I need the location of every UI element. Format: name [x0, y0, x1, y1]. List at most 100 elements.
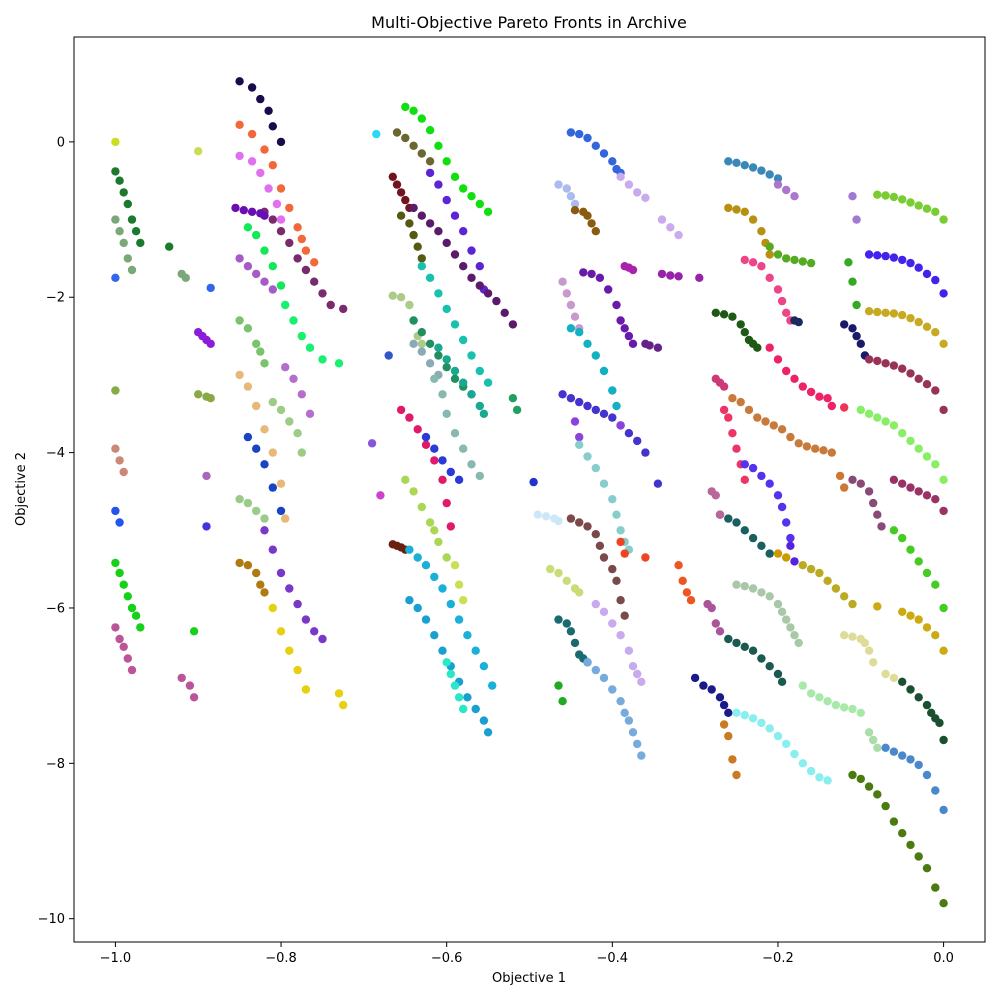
data-point — [235, 77, 244, 86]
data-point — [922, 700, 932, 710]
data-point — [823, 776, 832, 785]
data-point — [612, 300, 621, 310]
data-point — [881, 743, 890, 752]
series-13 — [235, 495, 269, 523]
data-point — [802, 442, 812, 451]
series-9 — [281, 363, 315, 418]
data-point — [206, 339, 215, 348]
data-point — [765, 592, 774, 601]
series-98 — [690, 673, 733, 717]
series-28 — [202, 471, 211, 481]
data-point — [939, 405, 948, 415]
data-point — [243, 382, 253, 391]
data-point — [835, 471, 845, 481]
data-point — [264, 184, 273, 193]
data-point — [690, 673, 700, 683]
data-point — [442, 409, 451, 418]
data-point — [111, 558, 120, 568]
data-point — [339, 304, 348, 314]
data-point — [777, 607, 787, 616]
series-80 — [724, 203, 774, 259]
data-point — [740, 207, 749, 216]
data-point — [724, 157, 733, 166]
data-point — [401, 195, 410, 205]
data-point — [405, 413, 414, 422]
data-point — [111, 444, 120, 453]
data-point — [467, 246, 476, 255]
data-point — [554, 516, 563, 526]
data-point — [268, 262, 277, 271]
data-point — [599, 409, 609, 418]
data-point — [922, 380, 932, 389]
data-point — [442, 658, 451, 667]
data-point — [815, 392, 824, 401]
data-point — [873, 602, 882, 611]
data-point — [459, 596, 468, 605]
data-point — [252, 444, 261, 453]
data-point — [757, 166, 766, 175]
data-point — [467, 460, 476, 469]
data-point — [922, 864, 932, 873]
data-point — [860, 638, 870, 648]
data-point — [583, 401, 592, 411]
data-point — [823, 697, 832, 706]
data-point — [848, 632, 857, 641]
data-point — [562, 576, 571, 585]
data-point — [367, 439, 377, 448]
data-point — [115, 518, 124, 527]
series-56 — [616, 172, 650, 202]
data-point — [591, 463, 600, 473]
data-point — [562, 184, 571, 193]
data-point — [740, 161, 749, 170]
data-point — [243, 432, 253, 442]
data-point — [608, 495, 617, 504]
data-point — [864, 646, 874, 655]
data-point — [293, 254, 302, 263]
data-point — [608, 157, 617, 166]
data-point — [326, 300, 335, 310]
data-point — [773, 180, 783, 189]
data-point — [413, 553, 422, 562]
data-point — [442, 363, 451, 372]
data-point — [889, 361, 899, 370]
data-point — [852, 215, 861, 224]
data-point — [889, 747, 899, 756]
data-point — [281, 514, 290, 523]
data-point — [434, 289, 443, 298]
data-point — [123, 254, 132, 263]
data-point — [599, 479, 609, 488]
data-point — [206, 283, 215, 293]
data-point — [798, 561, 807, 570]
data-point — [657, 215, 667, 224]
data-point — [558, 697, 567, 706]
data-point — [728, 394, 737, 403]
data-point — [388, 172, 397, 181]
data-point — [442, 304, 451, 314]
series-59 — [570, 206, 600, 236]
data-point — [939, 339, 948, 348]
data-point — [765, 273, 774, 282]
data-point — [136, 623, 145, 632]
series-19 — [111, 215, 190, 282]
data-point — [931, 328, 940, 337]
data-point — [310, 258, 319, 267]
data-point — [401, 133, 410, 143]
data-point — [777, 677, 787, 686]
data-point — [575, 328, 584, 337]
data-point — [111, 137, 120, 147]
data-point — [898, 677, 907, 686]
data-point — [864, 355, 874, 364]
data-point — [612, 576, 621, 585]
data-point — [852, 331, 861, 341]
data-point — [372, 129, 381, 139]
data-point — [889, 673, 899, 683]
data-point — [827, 401, 836, 411]
data-point — [823, 394, 832, 403]
data-point — [616, 526, 625, 535]
data-point — [773, 549, 783, 558]
data-point — [430, 526, 439, 535]
data-point — [765, 242, 774, 251]
data-point — [616, 537, 625, 547]
series-52 — [405, 545, 497, 690]
data-point — [562, 619, 571, 628]
